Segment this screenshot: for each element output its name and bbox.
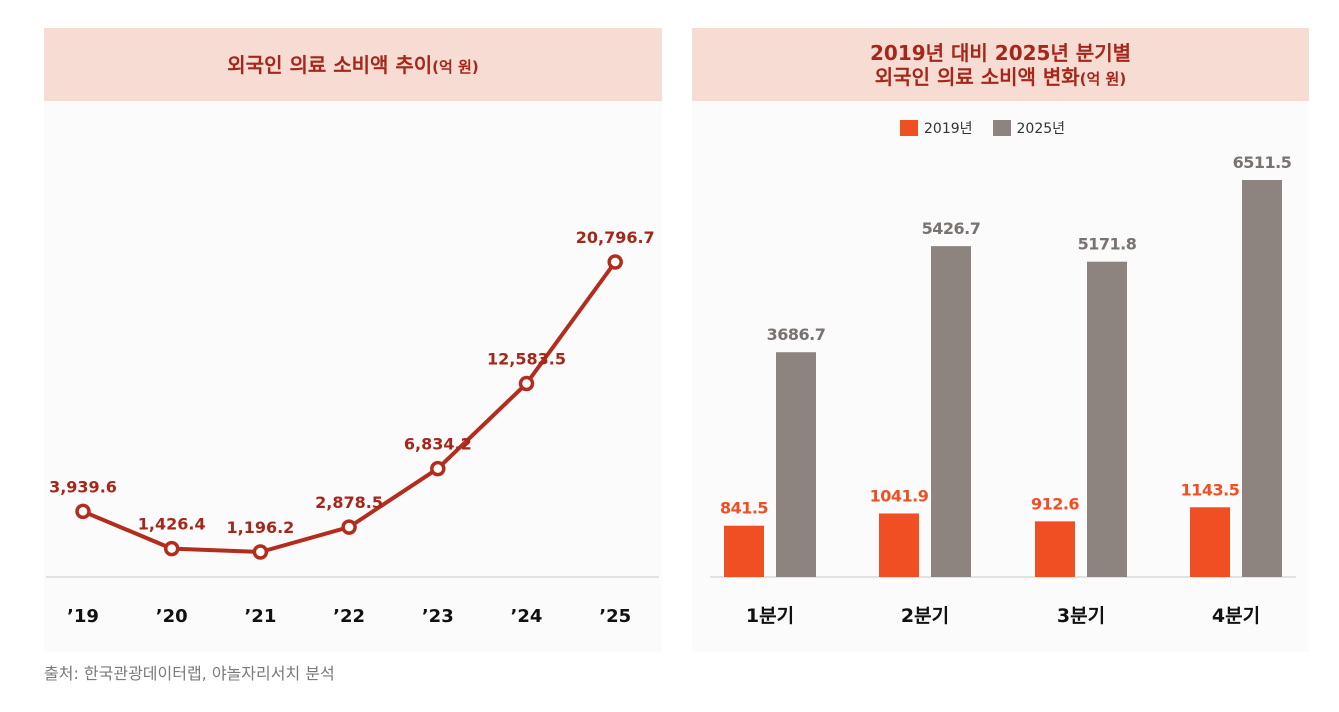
line-value-label: 2,878.5 xyxy=(315,493,383,512)
line-value-label: 20,796.7 xyxy=(576,228,655,247)
bar-value-label-2019: 841.5 xyxy=(720,499,768,518)
line-x-tick: ’24 xyxy=(511,606,543,627)
line-x-tick: ’19 xyxy=(67,606,99,627)
line-point xyxy=(430,460,446,477)
right-title-unit: (억 원) xyxy=(1079,69,1127,88)
line-point xyxy=(163,540,180,557)
line-value-label: 3,939.6 xyxy=(49,477,117,496)
bar-category-label: 2분기 xyxy=(901,605,949,627)
bar-legend: 2019년 2025년 xyxy=(900,118,1065,138)
line-x-tick: ’20 xyxy=(156,606,188,627)
bar-value-label-2019: 1143.5 xyxy=(1181,480,1240,499)
legend-swatch-2019 xyxy=(900,120,918,136)
left-plot-area xyxy=(44,101,662,652)
bar-value-label-2019: 912.6 xyxy=(1031,494,1079,513)
line-x-tick: ’21 xyxy=(244,606,276,627)
bar-2019 xyxy=(1035,521,1075,577)
line-point xyxy=(607,254,623,270)
bar-value-label-2019: 1041.9 xyxy=(870,486,929,505)
line-x-tick: ’25 xyxy=(599,606,631,627)
source-note: 출처: 한국관광데이터랩, 야놀자리서치 분석 xyxy=(44,664,335,683)
left-title-unit: (억 원) xyxy=(432,57,479,76)
legend-swatch-2025 xyxy=(992,120,1011,136)
line-point xyxy=(252,544,269,560)
legend-item-2019: 2019년 xyxy=(900,118,973,138)
bar-2019 xyxy=(1190,507,1230,577)
line-point xyxy=(518,375,535,392)
line-value-label: 1,426.4 xyxy=(138,515,206,534)
bar-category-label: 1분기 xyxy=(746,605,794,627)
bar-2019 xyxy=(724,525,764,577)
right-title-line2: 외국인 의료 소비액 변화 xyxy=(874,64,1080,89)
line-point xyxy=(341,519,357,535)
line-x-tick: ’22 xyxy=(333,606,365,627)
right-title-line1: 2019년 대비 2025년 분기별 xyxy=(869,40,1132,65)
bar-category-label: 3분기 xyxy=(1057,605,1105,627)
legend-item-2025: 2025년 xyxy=(992,118,1066,138)
bar-2025 xyxy=(776,352,816,577)
legend-label-2025: 2025년 xyxy=(1016,121,1066,137)
bar-value-label-2025: 5426.7 xyxy=(922,219,981,238)
bar-value-label-2025: 5171.8 xyxy=(1078,235,1137,254)
bar-2025 xyxy=(1242,180,1282,577)
legend-label-2019: 2019년 xyxy=(924,121,973,137)
line-value-label: 6,834.2 xyxy=(404,435,472,454)
right-chart-title: 2019년 대비 2025년 분기별 외국인 의료 소비액 변화(억 원) xyxy=(692,28,1309,101)
bar-value-label-2025: 6511.5 xyxy=(1233,153,1292,172)
bar-2025 xyxy=(931,246,971,578)
line-value-label: 1,196.2 xyxy=(226,518,294,537)
left-chart-title: 외국인 의료 소비액 추이(억 원) xyxy=(44,28,662,101)
bar-category-label: 4분기 xyxy=(1212,605,1260,627)
line-value-label: 12,583.5 xyxy=(487,350,566,369)
line-point xyxy=(75,503,91,520)
bar-value-label-2025: 3686.7 xyxy=(767,325,826,344)
bar-2019 xyxy=(879,513,919,577)
line-x-tick: ’23 xyxy=(422,606,454,627)
left-title-text: 외국인 의료 소비액 추이 xyxy=(227,52,433,77)
bar-2025 xyxy=(1087,261,1127,577)
